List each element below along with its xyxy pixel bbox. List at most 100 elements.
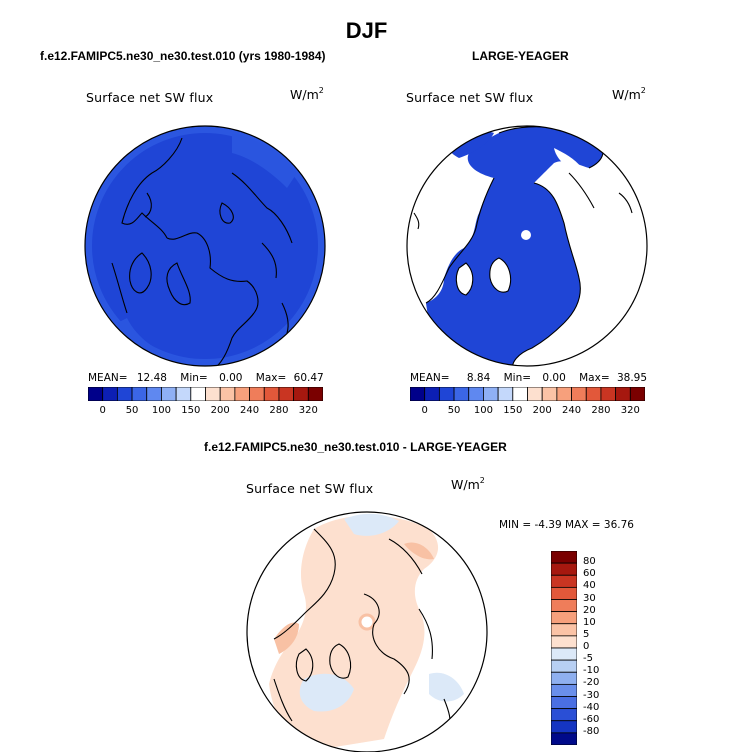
colorbar-tick-label: 320 <box>620 405 640 416</box>
colorbar-swatch <box>483 387 499 401</box>
map1-outer-band <box>85 126 325 366</box>
colorbar-tick-label: 240 <box>562 405 582 416</box>
colorbar-swatch <box>146 387 162 401</box>
colorbar-swatch <box>629 387 645 401</box>
panel3-colorbar-labels: 80 60 40 30 20 10 5 0 -5 -10 -20 -30 -40 -60 -80 <box>583 551 623 745</box>
colorbar-swatch <box>278 387 295 401</box>
panel1-colorbar-labels: 0 50 100 150 200 240 280 320 <box>82 405 332 419</box>
colorbar-tick-label: -60 <box>583 713 600 725</box>
colorbar-swatch <box>551 732 577 745</box>
panel1-colorbar <box>88 387 323 401</box>
panel3-polar-map <box>246 511 488 752</box>
colorbar-swatch <box>551 551 577 564</box>
panel3-colorbar <box>551 551 577 745</box>
colorbar-tick-label: -5 <box>583 653 593 665</box>
colorbar-swatch <box>219 387 236 401</box>
panel1-case-title: f.e12.FAMIPC5.ne30_ne30.test.010 (yrs 19… <box>40 49 326 63</box>
panel2-stats: MEAN= 8.84 Min= 0.00 Max= 38.95 <box>410 372 648 384</box>
colorbar-tick-label: 280 <box>269 405 289 416</box>
colorbar-tick-label: -30 <box>583 689 600 701</box>
panel3-case-title: f.e12.FAMIPC5.ne30_ne30.test.010 - LARGE… <box>204 440 507 454</box>
colorbar-tick-label: 20 <box>583 604 596 616</box>
colorbar-tick-label: -80 <box>583 725 600 737</box>
colorbar-swatch <box>527 387 543 401</box>
colorbar-swatch <box>131 387 148 401</box>
panel2-case-title: LARGE-YEAGER <box>472 49 569 63</box>
panel3-min-max: MIN = -4.39 MAX = 36.76 <box>499 519 634 531</box>
colorbar-tick-label: 320 <box>298 405 318 416</box>
colorbar-tick-label: 100 <box>473 405 493 416</box>
colorbar-tick-label: 150 <box>181 405 201 416</box>
colorbar-swatch <box>307 387 323 401</box>
panel1-stats: MEAN= 12.48 Min= 0.00 Max= 60.47 <box>88 372 324 384</box>
colorbar-swatch <box>424 387 440 401</box>
colorbar-swatch <box>551 623 577 637</box>
colorbar-swatch <box>551 720 577 734</box>
colorbar-tick-label: 5 <box>583 628 590 640</box>
colorbar-swatch <box>551 586 577 600</box>
colorbar-tick-label: -20 <box>583 677 600 689</box>
map3-negative-area <box>299 673 354 712</box>
colorbar-swatch <box>541 387 558 401</box>
panel2-units: W/m2 <box>612 86 646 102</box>
map2-pole-hole <box>521 230 531 240</box>
colorbar-swatch <box>551 635 577 649</box>
map1-coastlines <box>111 137 293 366</box>
panel2-colorbar-labels: 0 50 100 150 200 240 280 320 <box>404 405 654 419</box>
map2-border <box>406 125 648 367</box>
colorbar-tick-label: -40 <box>583 701 600 713</box>
colorbar-swatch <box>551 647 577 661</box>
colorbar-swatch <box>551 683 577 697</box>
colorbar-swatch <box>551 671 577 685</box>
map2-ocean-field <box>426 126 603 366</box>
main-title: DJF <box>345 18 388 43</box>
colorbar-tick-label: 0 <box>583 641 590 652</box>
colorbar-swatch <box>453 387 470 401</box>
panel2-plot-title: Surface net SW flux <box>406 90 534 105</box>
colorbar-swatch <box>551 696 577 710</box>
panel2-polar-map <box>406 125 648 367</box>
colorbar-tick-label: 100 <box>151 405 171 416</box>
colorbar-tick-label: 50 <box>447 405 461 416</box>
colorbar-tick-label: 30 <box>583 592 596 604</box>
colorbar-swatch <box>88 387 104 401</box>
map3-border <box>246 511 488 752</box>
colorbar-swatch <box>249 387 265 401</box>
colorbar-tick-label: 280 <box>591 405 611 416</box>
colorbar-swatch <box>551 611 577 625</box>
panel2-colorbar <box>410 387 645 401</box>
colorbar-swatch <box>190 387 206 401</box>
colorbar-tick-label: 150 <box>503 405 523 416</box>
panel1-polar-map <box>84 125 326 367</box>
colorbar-swatch <box>116 387 133 401</box>
colorbar-swatch <box>571 387 587 401</box>
colorbar-tick-label: 0 <box>421 405 428 416</box>
panel1-units: W/m2 <box>290 86 324 102</box>
colorbar-swatch <box>293 387 309 401</box>
colorbar-tick-label: 60 <box>583 568 596 580</box>
colorbar-swatch <box>512 387 528 401</box>
panel3-units: W/m2 <box>451 476 485 492</box>
colorbar-swatch <box>234 387 250 401</box>
map2-coastlines <box>413 126 633 366</box>
colorbar-swatch <box>600 387 617 401</box>
colorbar-swatch <box>468 387 484 401</box>
colorbar-swatch <box>497 387 514 401</box>
colorbar-tick-label: 200 <box>210 405 230 416</box>
colorbar-tick-label: 80 <box>583 556 596 568</box>
colorbar-tick-label: 40 <box>583 580 596 592</box>
colorbar-tick-label: 50 <box>125 405 139 416</box>
panel1-plot-title: Surface net SW flux <box>86 90 214 105</box>
colorbar-swatch <box>585 387 602 401</box>
colorbar-swatch <box>551 708 577 722</box>
colorbar-swatch <box>175 387 192 401</box>
map1-field <box>85 126 325 366</box>
map1-border <box>84 125 326 367</box>
colorbar-tick-label: -10 <box>583 665 600 677</box>
colorbar-swatch <box>263 387 280 401</box>
colorbar-swatch <box>438 387 455 401</box>
colorbar-swatch <box>551 574 577 588</box>
colorbar-swatch <box>556 387 572 401</box>
colorbar-swatch <box>551 659 577 673</box>
colorbar-swatch <box>102 387 118 401</box>
